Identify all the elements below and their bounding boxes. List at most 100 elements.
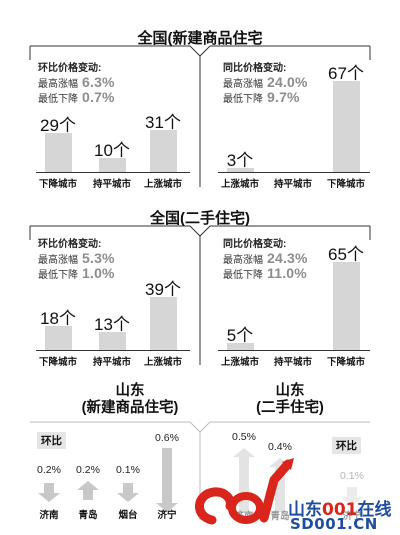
shandong-second-pct: 0.1% bbox=[340, 470, 364, 482]
shandong-second-title: 山东 (二手住宅) bbox=[220, 383, 360, 417]
bar-value-label: 31个 bbox=[145, 112, 181, 132]
second-yoy-min-value: 11.0% bbox=[267, 265, 307, 281]
bar-value-label: 5个 bbox=[226, 326, 254, 346]
bar-category-label: 上涨城市 bbox=[143, 357, 182, 368]
new-yoy-min-label: 最低下降 bbox=[223, 94, 263, 105]
section-title-new-homes: 全国(新建商品住宅 bbox=[137, 30, 263, 47]
new-yoy-stats: 同比价格变动: 最高涨幅 24.0% 最低下降 9.7% bbox=[223, 62, 308, 106]
shandong-new-pct: 0.2% bbox=[37, 464, 61, 476]
bar bbox=[226, 343, 254, 350]
bar-category-label: 下降城市 bbox=[326, 357, 365, 368]
bar bbox=[226, 167, 254, 172]
bar-category-label: 持平城市 bbox=[92, 357, 131, 368]
shandong-new-city: 青岛 bbox=[78, 510, 98, 521]
watermark-text-shandong: 山东 bbox=[288, 500, 322, 520]
bar-category-label: 下降城市 bbox=[326, 179, 365, 190]
new-yoy-heading: 同比价格变动: bbox=[223, 63, 287, 74]
new-yoy-max-label: 最高涨幅 bbox=[223, 79, 263, 90]
shandong-second-city: 济宁 bbox=[342, 511, 362, 522]
shandong-new-huanbi-label: 环比 bbox=[37, 432, 66, 449]
bar-value-label: 29个 bbox=[40, 115, 76, 135]
bar-value-label: 18个 bbox=[40, 308, 76, 328]
new-mom-heading: 环比价格变动: bbox=[38, 63, 102, 74]
bar bbox=[332, 261, 360, 350]
bar bbox=[149, 296, 177, 350]
chart-baseline bbox=[36, 350, 190, 351]
second-yoy-heading: 同比价格变动: bbox=[223, 239, 287, 250]
bar-category-label: 上涨城市 bbox=[220, 357, 259, 368]
shandong-second-city: 青岛 bbox=[270, 511, 290, 522]
up-arrow-icon bbox=[269, 458, 291, 512]
watermark-text-zaixian: 在线 bbox=[357, 500, 392, 520]
shandong-second-huanbi-label: 环比 bbox=[332, 437, 361, 454]
second-mom-min-value: 1.0% bbox=[82, 265, 115, 281]
bar-category-label: 上涨城市 bbox=[143, 179, 182, 190]
bar-category-label: 下降城市 bbox=[38, 357, 77, 368]
shandong-second-title-line1: 山东 bbox=[275, 383, 305, 399]
watermark-url: SD001.CN bbox=[290, 515, 378, 533]
down-arrow-icon bbox=[156, 448, 178, 512]
bar-category-label: 上涨城市 bbox=[220, 179, 259, 190]
bar bbox=[44, 325, 72, 350]
chart-baseline bbox=[218, 172, 370, 173]
bar-value-label: 67个 bbox=[328, 63, 364, 83]
shandong-second-pct: 0.5% bbox=[232, 431, 256, 443]
second-mom-max-label: 最高涨幅 bbox=[38, 255, 78, 266]
watermark-text-001: 001 bbox=[322, 500, 358, 520]
second-mom-min-label: 最低下降 bbox=[38, 270, 78, 281]
shandong-second-pct: 0.4% bbox=[268, 441, 292, 453]
second-yoy-stats: 同比价格变动: 最高涨幅 24.3% 最低下降 11.0% bbox=[223, 238, 308, 282]
down-arrow-icon bbox=[117, 483, 139, 502]
watermark-logo-icon bbox=[195, 458, 294, 525]
up-arrow-icon bbox=[233, 448, 255, 512]
shandong-new-title: 山东 (新建商品住宅) bbox=[60, 383, 200, 417]
second-mom-stats: 环比价格变动: 最高涨幅 5.3% 最低下降 1.0% bbox=[38, 238, 115, 282]
shandong-new-pct: 0.2% bbox=[76, 464, 100, 476]
shandong-new-title-line1: 山东 bbox=[115, 383, 145, 399]
bar-value-label: 3个 bbox=[226, 150, 254, 170]
up-arrow-icon bbox=[77, 481, 99, 500]
new-yoy-min-value: 9.7% bbox=[267, 89, 300, 105]
bar-category-label: 持平城市 bbox=[92, 179, 131, 190]
down-arrow-icon bbox=[341, 487, 363, 506]
shandong-new-city: 济宁 bbox=[157, 510, 177, 521]
bar bbox=[98, 332, 126, 350]
second-mom-max-value: 5.3% bbox=[82, 250, 115, 266]
new-mom-stats: 环比价格变动: 最高涨幅 6.3% 最低下降 0.7% bbox=[38, 62, 115, 106]
bar-value-label: 13个 bbox=[94, 315, 130, 335]
bar-category-label: 持平城市 bbox=[273, 179, 312, 190]
bar-value-label: 39个 bbox=[145, 279, 181, 299]
second-mom-heading: 环比价格变动: bbox=[38, 239, 102, 250]
bar-category-label: 持平城市 bbox=[273, 357, 312, 368]
bar bbox=[332, 80, 360, 172]
down-arrow-icon bbox=[38, 483, 60, 502]
shandong-new-city: 烟台 bbox=[118, 510, 138, 521]
bar-category-label: 下降城市 bbox=[38, 179, 77, 190]
shandong-new-pct: 0.6% bbox=[155, 432, 179, 444]
new-mom-min-value: 0.7% bbox=[82, 89, 115, 105]
bar bbox=[44, 132, 72, 172]
bar-value-label: 10个 bbox=[94, 141, 130, 161]
chart-baseline bbox=[218, 350, 370, 351]
second-yoy-max-value: 24.3% bbox=[267, 250, 308, 266]
shandong-new-pct: 0.1% bbox=[116, 464, 140, 476]
second-yoy-max-label: 最高涨幅 bbox=[223, 255, 263, 266]
watermark-text: 山东001在线 bbox=[288, 495, 392, 520]
new-mom-min-label: 最低下降 bbox=[38, 94, 78, 105]
shandong-new-title-line2: (新建商品住宅) bbox=[81, 400, 179, 416]
new-yoy-max-value: 24.0% bbox=[267, 74, 308, 90]
second-yoy-min-label: 最低下降 bbox=[223, 270, 263, 281]
bar bbox=[149, 129, 177, 172]
section-title-second-hand: 全国(二手住宅) bbox=[150, 210, 250, 227]
chart-baseline bbox=[36, 172, 190, 173]
bar-value-label: 65个 bbox=[328, 244, 364, 264]
bar bbox=[98, 158, 126, 172]
shandong-new-city: 济南 bbox=[39, 510, 59, 521]
new-mom-max-value: 6.3% bbox=[82, 74, 115, 90]
shandong-second-title-line2: (二手住宅) bbox=[256, 400, 324, 416]
new-mom-max-label: 最高涨幅 bbox=[38, 79, 78, 90]
